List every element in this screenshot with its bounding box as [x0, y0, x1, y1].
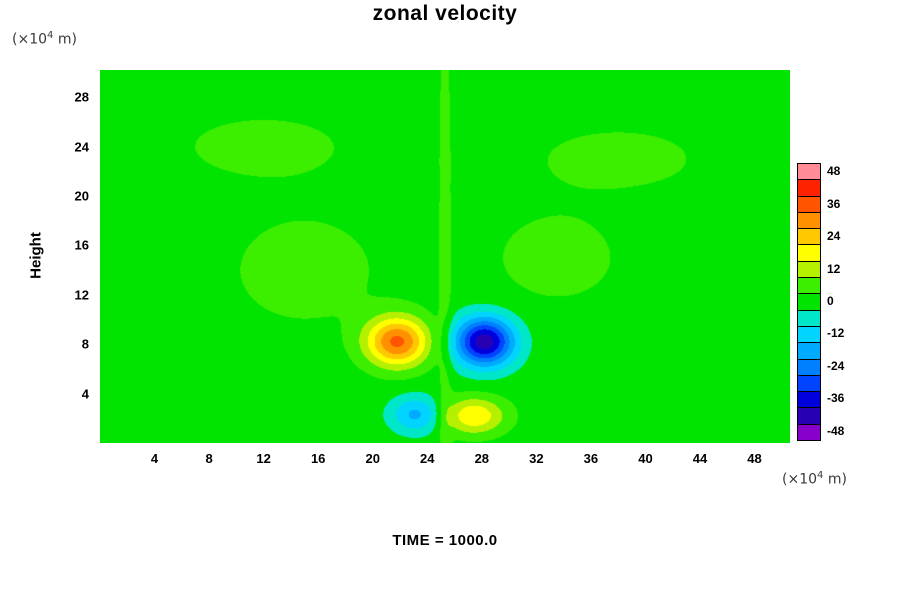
colorbar	[797, 163, 821, 441]
y-tick-label: 12	[74, 287, 89, 303]
y-tick-label: 28	[74, 89, 89, 105]
unit-text: m)	[53, 31, 77, 48]
colorbar-label: 12	[827, 261, 841, 276]
unit-exponent: 4	[47, 30, 54, 41]
colorbar-labels: 48 36 24 12 0 -12 -24 -36 -48	[827, 163, 871, 439]
y-axis-ticks: 4 8 12 16 20 24 28	[0, 70, 92, 443]
y-tick-label: 20	[74, 188, 89, 204]
unit-exponent: 4	[817, 470, 824, 481]
colorbar-label: 24	[827, 229, 841, 244]
colorbar-cell	[798, 195, 820, 212]
x-tick-label: 24	[420, 451, 435, 466]
colorbar-cell	[798, 277, 820, 294]
colorbar-label: -48	[827, 423, 845, 438]
colorbar-cell	[798, 358, 820, 375]
x-tick-label: 48	[747, 451, 762, 466]
colorbar-cell	[798, 309, 820, 326]
colorbar-cell	[798, 211, 820, 229]
x-tick-label: 20	[365, 451, 380, 466]
colorbar-cell	[798, 228, 820, 245]
colorbar-cell	[798, 260, 820, 278]
colorbar-cell	[798, 342, 820, 359]
x-tick-label: 36	[583, 451, 599, 466]
colorbar-cell	[798, 164, 820, 180]
colorbar-label: 0	[827, 294, 834, 308]
colorbar-cell	[798, 407, 820, 424]
colorbar-label: 48	[827, 164, 841, 179]
unit-text: m)	[823, 471, 847, 488]
x-tick-label: 12	[256, 451, 271, 466]
colorbar-label: -24	[827, 358, 845, 373]
x-tick-label: 40	[638, 451, 653, 466]
y-tick-label: 24	[74, 139, 89, 155]
colorbar-cell	[798, 374, 820, 392]
colorbar-cell	[798, 244, 820, 261]
colorbar-cell	[798, 179, 820, 196]
chart-title: zonal velocity	[372, 2, 518, 25]
y-tick-label: 16	[74, 237, 89, 253]
time-label: TIME = 1000.0	[392, 532, 498, 549]
x-tick-label: 4	[150, 451, 159, 466]
colorbar-cell	[798, 293, 820, 310]
x-tick-label: 44	[692, 451, 708, 466]
unit-text: (×10	[12, 31, 48, 48]
x-tick-label: 16	[310, 451, 326, 466]
x-tick-label: 28	[474, 451, 490, 466]
colorbar-label: -36	[827, 391, 845, 406]
colorbar-label: 36	[827, 196, 841, 211]
x-axis-ticks: 4 8 12 16 20 24 28 32 36 40 44 48	[100, 451, 790, 471]
colorbar-cell	[798, 423, 820, 441]
colorbar-label: -12	[827, 326, 845, 341]
colorbar-cell	[798, 391, 820, 408]
x-tick-label: 32	[529, 451, 544, 466]
x-axis-unit-label: (×104 m)	[782, 470, 847, 488]
x-tick-label: 8	[205, 451, 213, 466]
unit-text: (×10	[782, 471, 818, 488]
colorbar-cell	[798, 325, 820, 343]
y-tick-label: 4	[81, 386, 89, 402]
y-axis-unit-label: (×104 m)	[12, 30, 77, 48]
contour-canvas	[100, 70, 790, 443]
y-tick-label: 8	[81, 336, 89, 352]
